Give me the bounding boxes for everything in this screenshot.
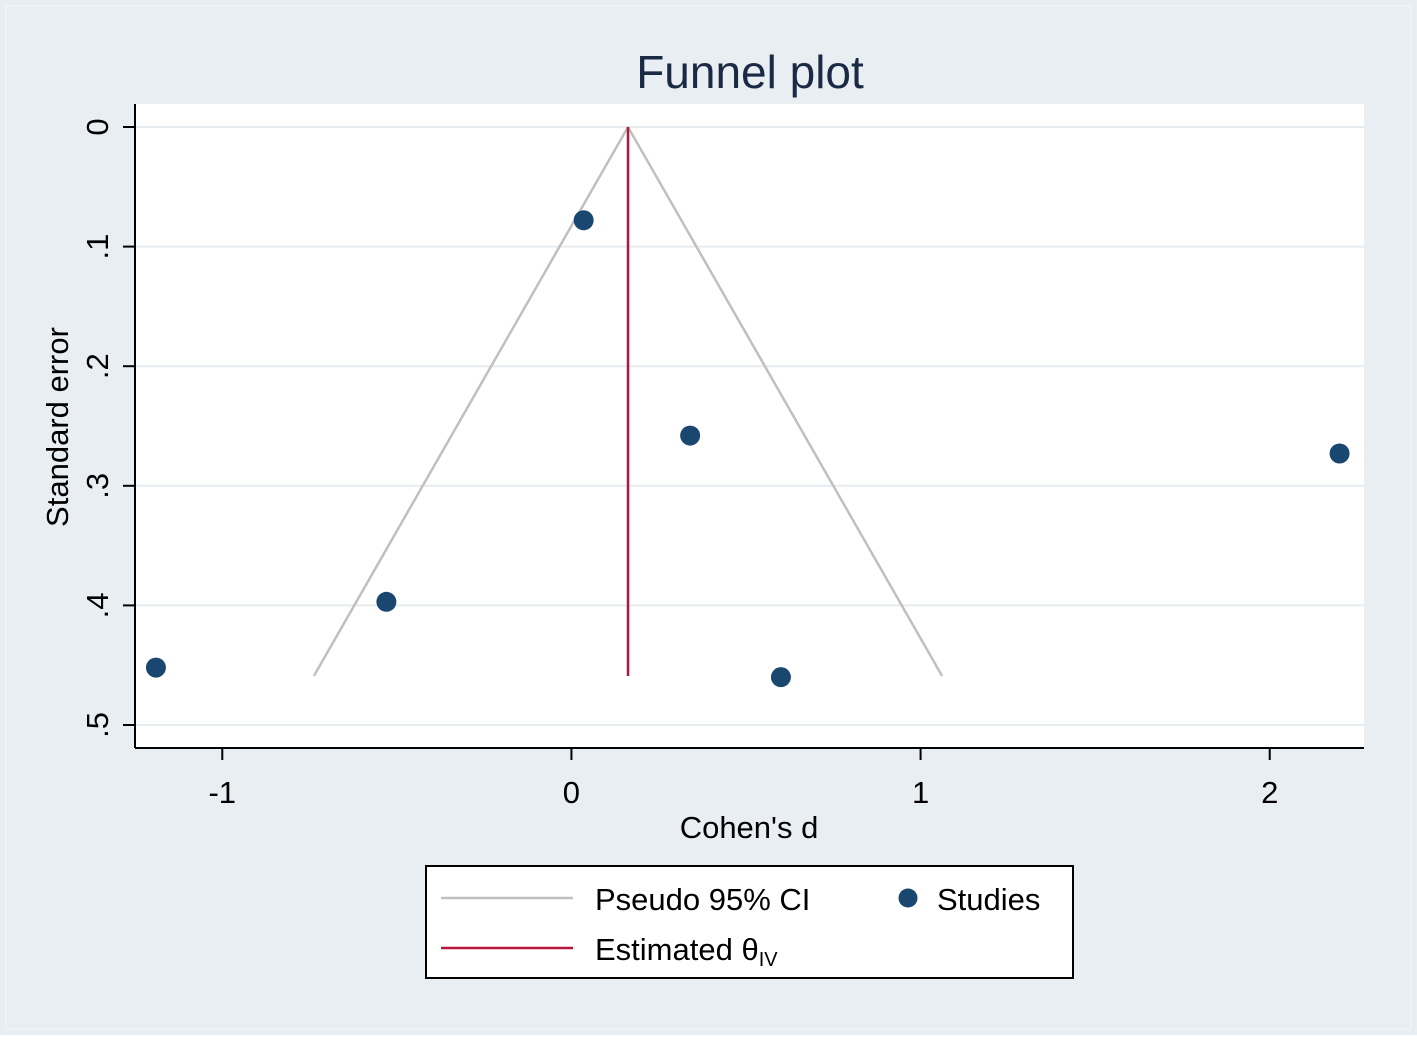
- legend-box: [425, 865, 1074, 979]
- grid-lines: [135, 126, 1364, 726]
- funnel-right-boundary: [626, 126, 944, 677]
- x-tick-label-1: 0: [563, 775, 580, 810]
- plot-area: [135, 104, 1364, 748]
- axes: -1 0 1 2 0 .1 .2 .3 .4 .5: [80, 104, 1364, 810]
- y-tick-label-4: .4: [80, 592, 115, 618]
- study-point-1: [680, 425, 701, 446]
- x-tick-label-3: 2: [1261, 775, 1278, 810]
- y-tick-label-0: 0: [80, 118, 115, 135]
- study-point-3: [376, 591, 397, 612]
- figure-border: [5, 5, 1412, 1030]
- legend-label-estimate-main: Estimated θ: [595, 932, 759, 967]
- x-tick-label-0: -1: [208, 775, 236, 810]
- study-point-4: [145, 657, 166, 678]
- legend-label-pseudo-ci: Pseudo 95% CI: [595, 882, 810, 917]
- legend-label-estimate-subscript: IV: [759, 949, 779, 971]
- study-point-5: [770, 667, 791, 688]
- study-point-2: [1329, 443, 1350, 464]
- legend: Pseudo 95% CI Studies Estimated θIV: [425, 865, 1074, 979]
- y-axis-label: Standard error: [40, 327, 75, 527]
- x-axis-label: Cohen's d: [680, 810, 819, 845]
- y-tick-label-1: .1: [80, 234, 115, 260]
- legend-key-studies: [898, 888, 918, 908]
- study-point-0: [573, 210, 594, 231]
- study-points: [145, 210, 1350, 688]
- chart-title: Funnel plot: [636, 46, 864, 98]
- y-tick-label-3: .3: [80, 473, 115, 499]
- x-tick-label-2: 1: [912, 775, 929, 810]
- legend-label-studies: Studies: [937, 882, 1040, 917]
- y-tick-label-2: .2: [80, 353, 115, 379]
- legend-label-estimate: Estimated θIV: [595, 932, 778, 971]
- y-tick-label-5: .5: [80, 712, 115, 738]
